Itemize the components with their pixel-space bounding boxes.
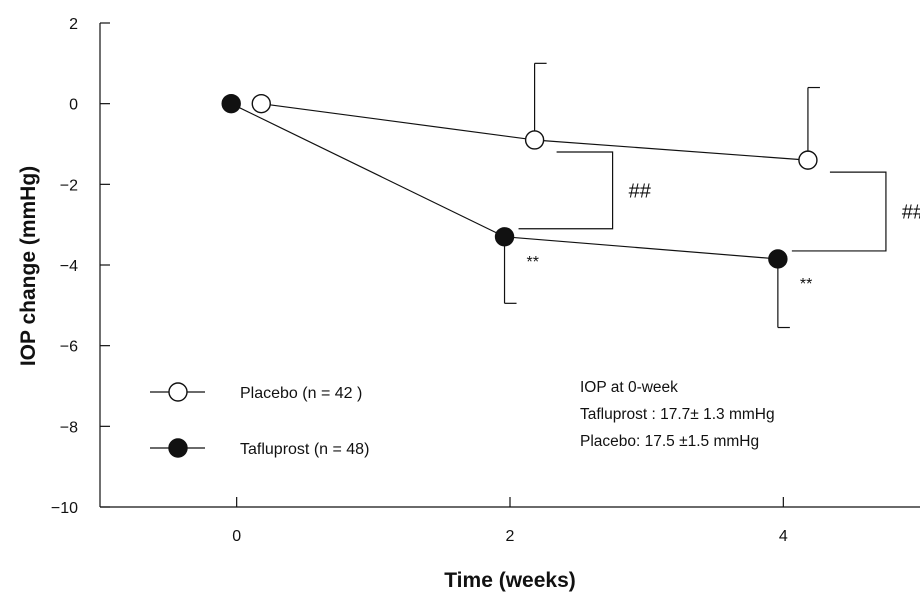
- data-point: [494, 227, 515, 247]
- comparison-bracket: [518, 151, 614, 230]
- legend-label: Tafluprost (n = 48): [240, 441, 369, 458]
- data-point: [768, 249, 788, 269]
- between-group-marker: ##: [902, 202, 920, 224]
- x-axis-label: Time (weeks): [444, 569, 576, 592]
- series-line-segment: [230, 103, 505, 238]
- y-tick-label: −4: [60, 258, 78, 275]
- y-tick-label: 0: [69, 97, 78, 114]
- legend-label: Placebo (n = 42 ): [240, 385, 362, 402]
- note-line-3: Placebo: 17.5 ±1.5 mmHg: [580, 433, 759, 450]
- x-tick-label: 2: [506, 528, 515, 545]
- note-line-1: IOP at 0-week: [580, 379, 678, 396]
- series-line-segment: [534, 139, 808, 161]
- series-line-segment: [261, 103, 535, 141]
- between-group-marker: ##: [629, 180, 652, 202]
- y-tick-label: −10: [51, 500, 78, 517]
- data-point: [251, 93, 271, 114]
- x-tick-label: 4: [779, 528, 788, 545]
- y-tick-label: −6: [60, 339, 78, 356]
- y-tick-label: −8: [60, 419, 78, 436]
- series-layer: [221, 62, 820, 329]
- series-line-segment: [504, 236, 778, 260]
- legend: Placebo (n = 42 ) Tafluprost (n = 48): [150, 382, 369, 458]
- x-tick-label: 0: [232, 528, 241, 545]
- data-point: [798, 150, 818, 170]
- note-line-2: Tafluprost : 17.7± 1.3 mmHg: [580, 406, 775, 423]
- y-tick-label: −2: [60, 177, 78, 194]
- y-tick-label: 2: [69, 16, 78, 33]
- legend-marker: [168, 382, 188, 402]
- axes: 2 0 −2 −4 −6 −8 −10 0 2 4: [51, 16, 920, 545]
- legend-marker: [168, 438, 188, 458]
- significance-marker: **: [527, 254, 539, 271]
- y-axis-label: IOP change (mmHg): [17, 166, 40, 366]
- comparison-bracket: [791, 171, 887, 252]
- data-point: [221, 93, 241, 114]
- data-point: [524, 130, 545, 150]
- annotation-layer: ** ** ## ##: [518, 151, 920, 293]
- significance-marker: **: [800, 276, 812, 293]
